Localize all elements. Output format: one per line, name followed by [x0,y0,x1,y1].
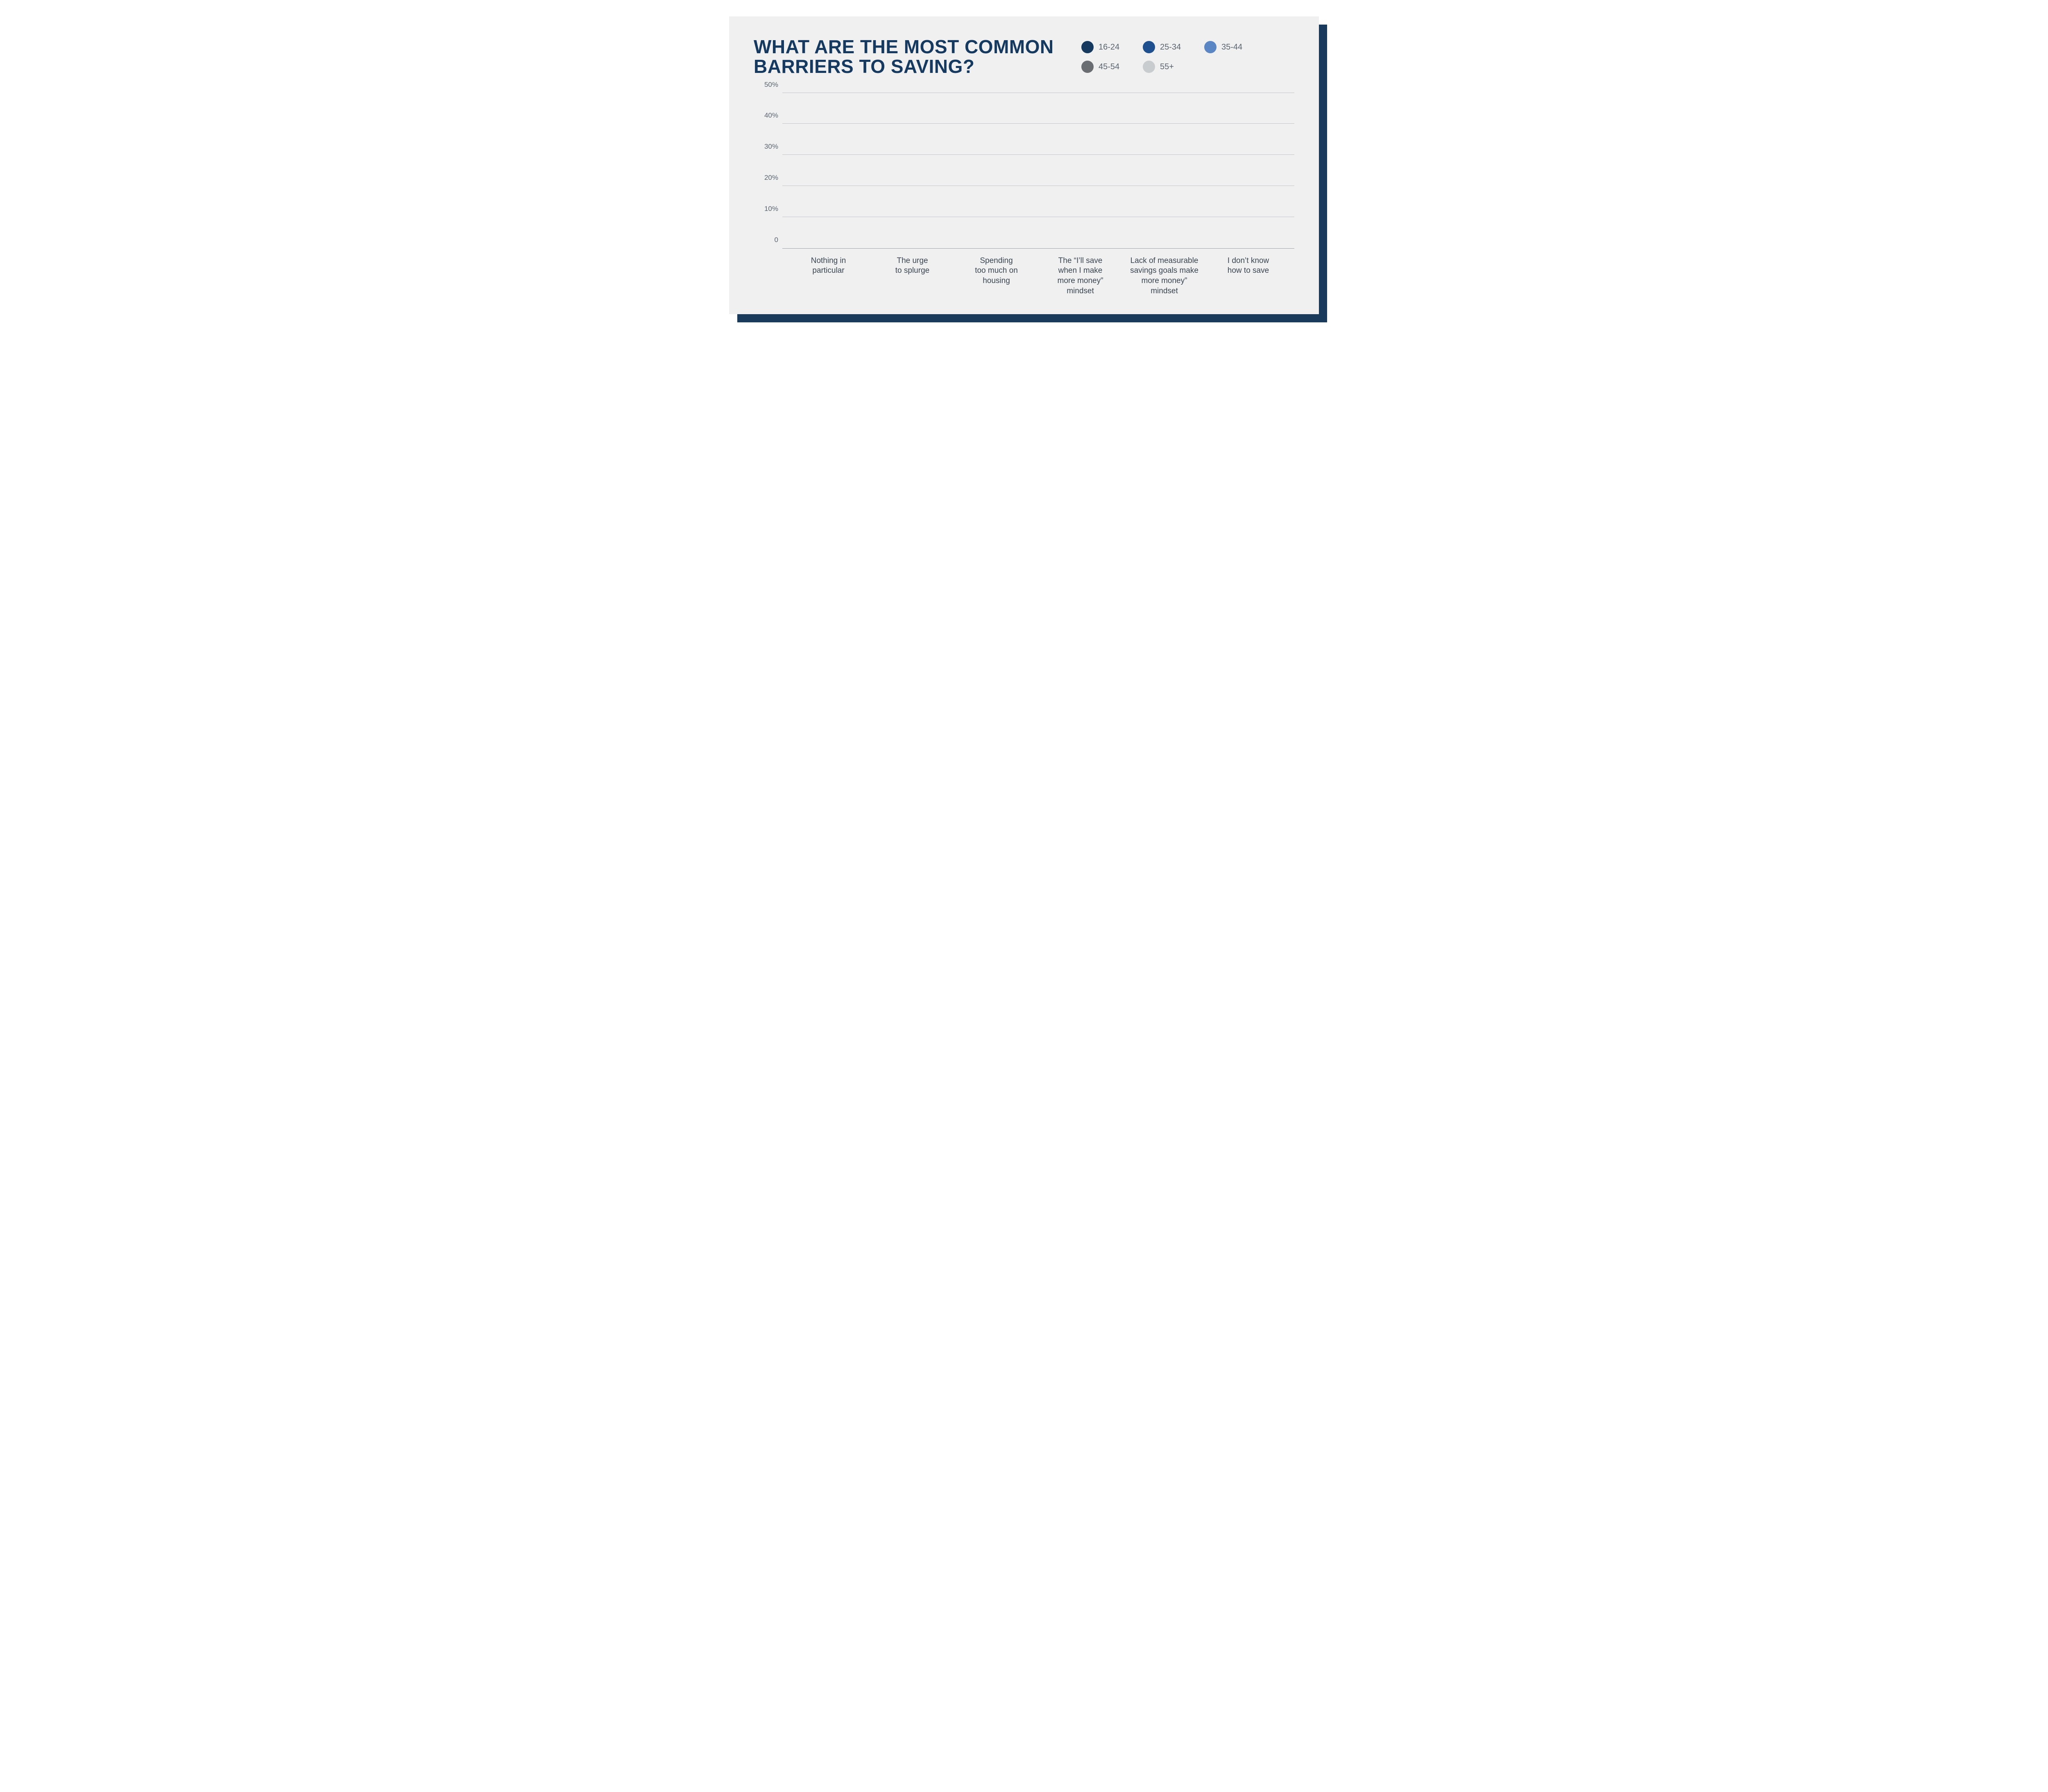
gridline [782,123,1294,124]
x-axis-label: Spending too much on housing [960,256,1033,297]
x-axis-label: The urge to splurge [876,256,949,297]
x-axis-labels: Nothing in particular The urge to splurge… [782,249,1294,297]
bar-groups [782,93,1294,248]
x-axis-label: Nothing in particular [792,256,865,297]
legend-swatch [1081,61,1094,73]
chart-area: 010%20%30%40%50% Nothing in particularTh… [754,93,1294,290]
legend-label: 55+ [1160,62,1174,72]
legend-item: 35-44 [1204,41,1249,53]
legend-item: 16-24 [1081,41,1126,53]
legend-item: 25-34 [1143,41,1188,53]
legend-swatch [1143,41,1155,53]
plot-area: 010%20%30%40%50% [782,93,1294,249]
y-tick-label: 0 [756,236,778,244]
legend-swatch [1143,61,1155,73]
legend-swatch [1204,41,1217,53]
legend: 16-24 25-34 35-44 45-54 55+ [1081,37,1294,73]
legend-swatch [1081,41,1094,53]
legend-label: 45-54 [1099,62,1119,72]
header-row: WHAT ARE THE MOST COMMON BARRIERS TO SAV… [754,37,1294,77]
chart-card: WHAT ARE THE MOST COMMON BARRIERS TO SAV… [729,16,1319,314]
y-tick-label: 50% [756,81,778,89]
gridline [782,154,1294,155]
y-tick-label: 10% [756,205,778,213]
x-axis-label: The “I’ll save when I make more money” m… [1044,256,1117,297]
legend-label: 16-24 [1099,43,1119,52]
legend-label: 25-34 [1160,43,1181,52]
y-tick-label: 30% [756,143,778,151]
y-tick-label: 40% [756,111,778,120]
legend-item: 55+ [1143,61,1188,73]
legend-label: 35-44 [1221,43,1242,52]
y-tick-label: 20% [756,174,778,182]
chart-card-wrap: WHAT ARE THE MOST COMMON BARRIERS TO SAV… [729,16,1319,314]
x-axis-label: Lack of measurable savings goals make mo… [1128,256,1201,297]
chart-title: WHAT ARE THE MOST COMMON BARRIERS TO SAV… [754,37,1054,77]
legend-item: 45-54 [1081,61,1126,73]
x-axis-label: I don’t know how to save [1212,256,1285,297]
